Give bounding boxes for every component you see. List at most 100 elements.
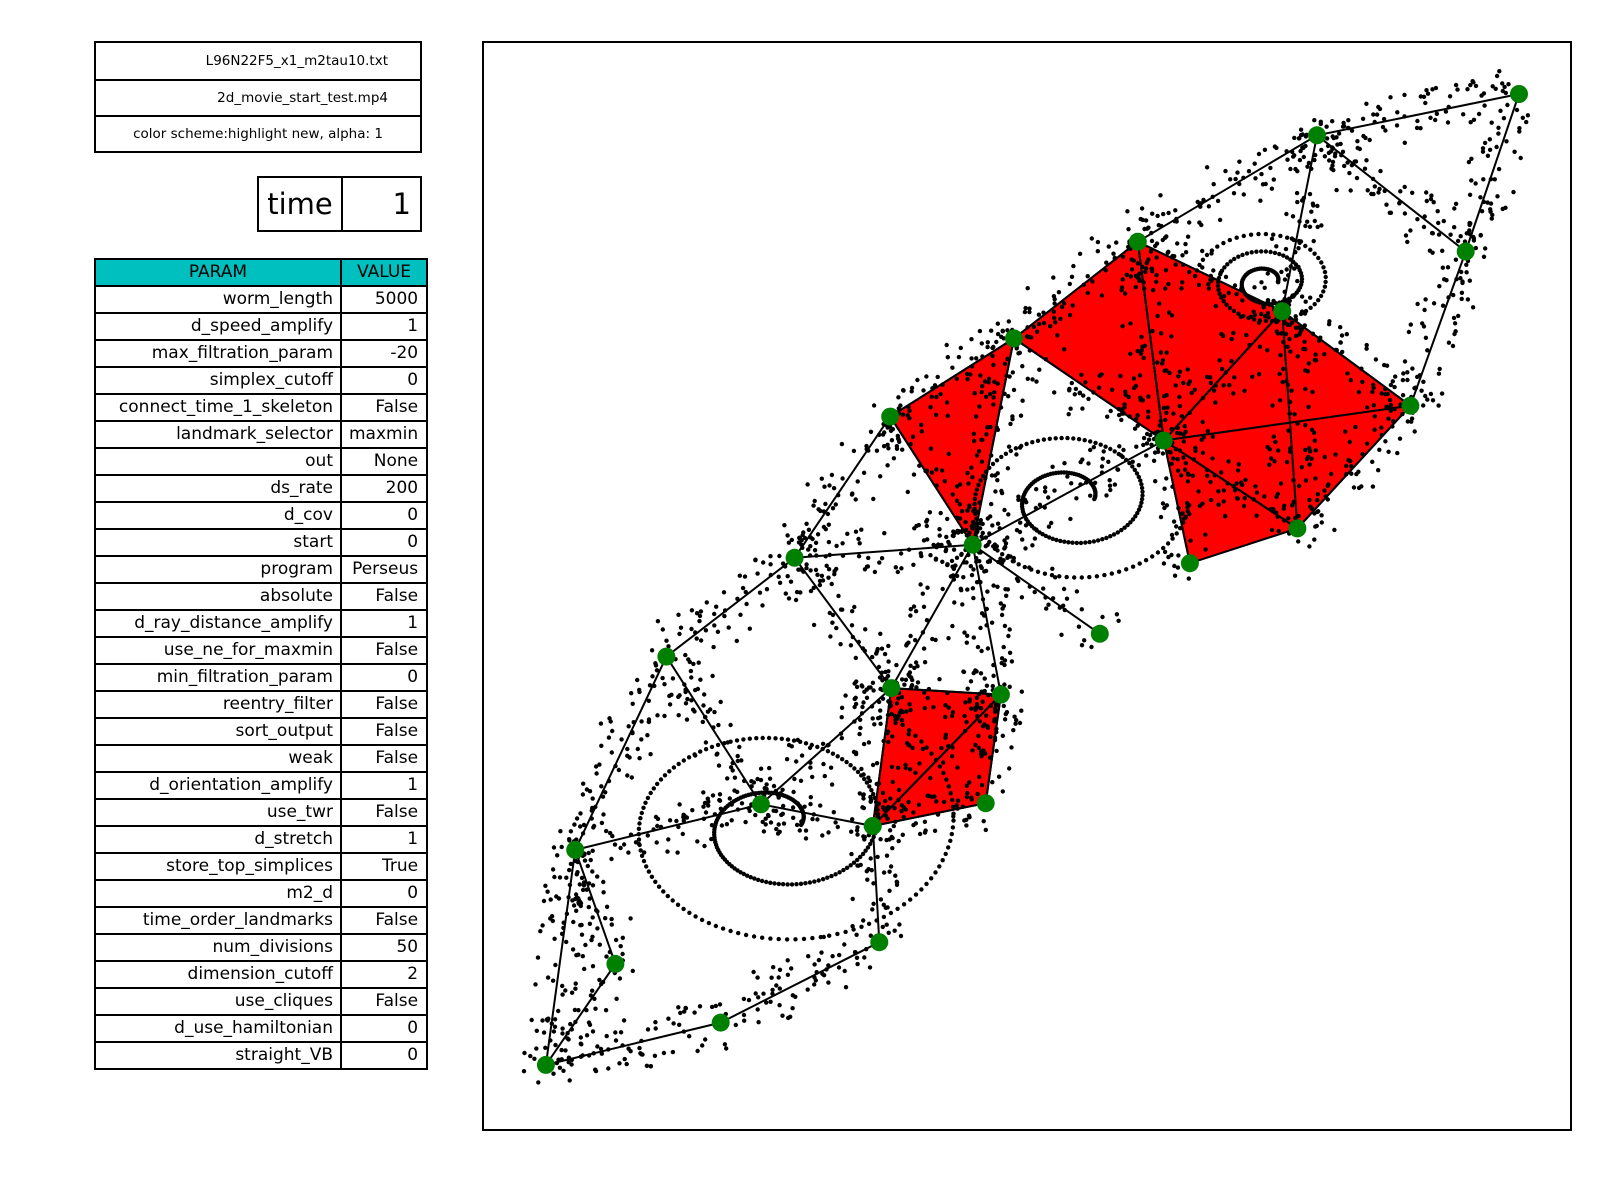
data-point: [1140, 344, 1145, 349]
data-point: [1217, 217, 1223, 223]
data-point: [581, 822, 587, 828]
data-point: [1177, 394, 1182, 400]
data-point: [1281, 366, 1286, 372]
data-point: [1173, 208, 1178, 213]
data-point: [777, 967, 783, 972]
data-point: [898, 551, 904, 556]
param-name: time_order_landmarks: [94, 906, 342, 935]
data-point: [1211, 388, 1217, 393]
data-point: [950, 533, 955, 538]
data-point: [1044, 606, 1049, 611]
data-point: [1162, 505, 1167, 511]
param-name: connect_time_1_skeleton: [94, 393, 342, 422]
data-point: [819, 573, 825, 578]
data-point: [635, 746, 640, 752]
data-point: [1397, 436, 1403, 441]
param-value: 0: [339, 663, 429, 692]
data-point: [975, 791, 980, 797]
data-point: [719, 823, 725, 828]
data-point: [1137, 271, 1142, 276]
data-point: [1284, 255, 1290, 260]
data-point: [1024, 441, 1029, 447]
data-point: [557, 1065, 563, 1070]
data-point: [1278, 233, 1283, 239]
data-point: [1098, 442, 1103, 447]
data-point: [901, 902, 907, 907]
data-point: [1489, 120, 1494, 125]
edge-line: [890, 544, 974, 689]
data-point: [965, 377, 970, 382]
data-point: [1272, 459, 1277, 464]
data-point: [937, 764, 943, 769]
data-point: [896, 395, 901, 400]
data-point: [849, 623, 855, 628]
data-point: [875, 807, 880, 813]
data-point: [967, 503, 972, 508]
data-point: [683, 701, 689, 706]
param-name: store_top_simplices: [94, 852, 342, 881]
data-point: [1000, 328, 1005, 333]
data-point: [990, 523, 995, 528]
data-point: [551, 1029, 557, 1034]
data-point: [689, 626, 694, 632]
data-point: [849, 851, 854, 857]
witness-complex-plot: [521, 69, 1531, 1085]
data-point: [571, 919, 576, 925]
data-point: [1068, 406, 1073, 411]
data-point: [929, 794, 934, 799]
data-point: [1122, 291, 1128, 296]
edge-line: [971, 544, 1002, 695]
data-point: [1053, 320, 1058, 325]
data-point: [706, 803, 711, 808]
data-point: [1518, 155, 1523, 161]
data-point: [976, 449, 982, 454]
data-point: [898, 933, 904, 939]
data-point: [1273, 439, 1278, 445]
data-point: [1506, 82, 1511, 87]
data-point: [670, 676, 676, 681]
data-point: [755, 776, 760, 782]
data-point: [857, 541, 862, 546]
data-point: [1001, 703, 1006, 709]
data-point: [565, 1036, 570, 1041]
data-point: [1378, 168, 1383, 174]
plot-area: [482, 41, 1572, 1131]
data-point: [1221, 499, 1226, 504]
data-point: [796, 567, 801, 572]
data-point: [1441, 218, 1446, 224]
data-point: [838, 642, 843, 647]
data-point: [1192, 273, 1198, 279]
data-point: [1116, 618, 1121, 623]
data-point: [999, 612, 1005, 618]
data-point: [828, 634, 833, 639]
data-point: [943, 548, 948, 554]
data-point: [1401, 371, 1406, 376]
filename-label: L96N22F5_x1_m2tau10.txt: [205, 53, 388, 69]
data-point: [1050, 536, 1055, 541]
data-point: [587, 896, 592, 901]
data-point: [1154, 255, 1159, 260]
data-point: [579, 1042, 584, 1047]
data-point: [858, 725, 863, 731]
data-point: [1271, 232, 1276, 237]
data-point: [951, 547, 957, 552]
data-point: [835, 824, 840, 830]
data-point: [961, 669, 967, 675]
data-point: [1069, 274, 1075, 279]
data-point: [1494, 73, 1500, 79]
data-point: [734, 638, 739, 644]
data-point: [1175, 457, 1180, 462]
data-point: [1524, 119, 1529, 125]
data-point: [958, 345, 963, 351]
data-point: [1452, 225, 1457, 230]
data-point: [810, 774, 815, 780]
data-point: [570, 947, 576, 952]
data-point: [1466, 159, 1472, 165]
data-point: [1305, 369, 1310, 374]
data-point: [811, 622, 817, 628]
data-point: [700, 1043, 705, 1048]
data-point: [874, 761, 880, 766]
data-point: [900, 832, 905, 837]
data-point: [885, 442, 890, 447]
data-point: [897, 922, 902, 927]
